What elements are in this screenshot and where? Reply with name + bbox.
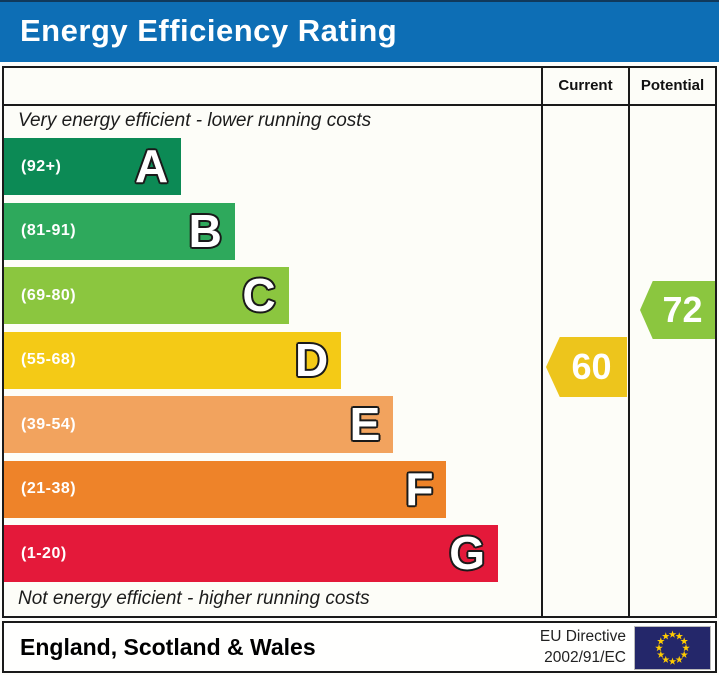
band-range-label: (39-54) (21, 415, 77, 433)
band-range-label: (81-91) (21, 222, 77, 239)
band-letter: E (349, 397, 381, 451)
band-letter: D (294, 333, 329, 387)
column-header-potential: Potential (640, 77, 705, 94)
header-divider (4, 104, 715, 106)
rating-bands: (92+) A (81-91) B (69-80) C (55-68) D (3… (4, 138, 541, 582)
page-title: Energy Efficiency Rating (20, 13, 398, 48)
eu-flag-icon (634, 626, 711, 670)
potential-value: 72 (662, 289, 703, 330)
band-letter: C (242, 268, 277, 322)
column-header-current: Current (558, 77, 613, 94)
current-value: 60 (571, 346, 612, 387)
band-letter: G (448, 526, 486, 580)
band-row-f: (21-38) F (4, 460, 447, 518)
column-divider-current (541, 68, 543, 616)
band-row-d: (55-68) D (4, 331, 342, 389)
eu-directive-text: EU Directive 2002/91/EC (540, 626, 626, 668)
band-row-g: (1-20) G (4, 525, 499, 582)
band-row-c: (69-80) C (4, 267, 289, 324)
band-range-label: (55-68) (21, 351, 77, 368)
column-divider-potential (628, 68, 630, 616)
band-range-label: (1-20) (21, 544, 67, 562)
band-row-e: (39-54) E (4, 396, 394, 453)
ratings-table: Current Potential Very energy efficient … (2, 66, 717, 618)
band-range-label: (92+) (21, 157, 62, 175)
potential-marker: 72 (640, 281, 715, 339)
bottom-note: Not energy efficient - higher running co… (18, 588, 370, 609)
band-range-label: (21-38) (21, 480, 77, 497)
eu-directive-line1: EU Directive (539, 628, 626, 645)
band-row-a: (92+) A (4, 138, 182, 195)
band-letter: B (188, 204, 223, 258)
band-letter: A (134, 139, 169, 193)
top-note: Very energy efficient - lower running co… (18, 110, 372, 131)
eu-directive-line2: 2002/91/EC (544, 649, 626, 666)
band-letter: F (405, 462, 435, 516)
band-row-b: (81-91) B (4, 202, 235, 260)
region-label: England, Scotland & Wales (20, 634, 316, 660)
current-marker: 60 (546, 337, 627, 397)
title-bar: Energy Efficiency Rating (0, 0, 719, 62)
band-range-label: (69-80) (21, 286, 77, 304)
footer-bar: England, Scotland & Wales EU Directive 2… (2, 621, 717, 673)
